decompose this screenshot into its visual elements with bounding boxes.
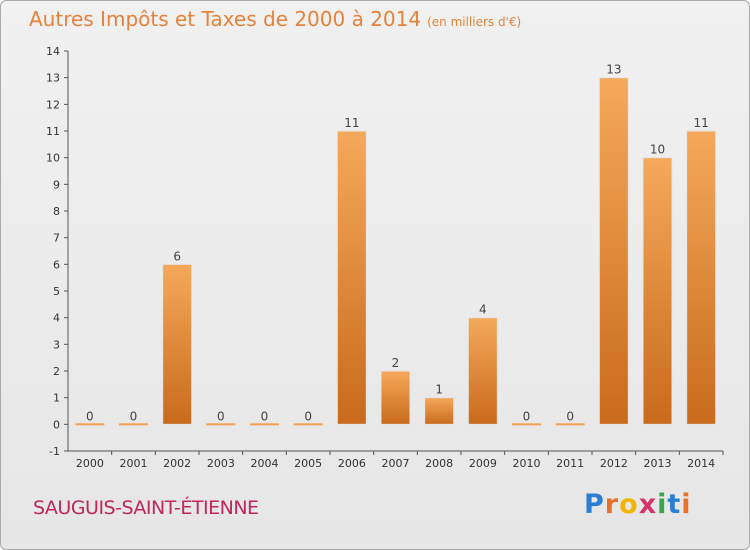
data-label: 1	[435, 383, 443, 397]
bar	[686, 130, 717, 425]
data-label: 0	[217, 409, 225, 423]
y-tick-label: 1	[53, 392, 60, 405]
x-tick-label: 2004	[251, 457, 279, 470]
logo-letter: i	[657, 489, 668, 520]
x-tick-label: 2011	[556, 457, 584, 470]
logo-letter: x	[638, 489, 658, 520]
y-tick-label: 10	[46, 152, 60, 165]
x-tick-label: 2006	[338, 457, 366, 470]
data-label: 10	[650, 143, 665, 157]
y-tick-label: 4	[53, 312, 60, 325]
x-tick-label: 2002	[163, 457, 191, 470]
x-tick-label: 2012	[600, 457, 628, 470]
bar	[555, 423, 585, 426]
data-label: 0	[523, 409, 531, 423]
chart-title: Autres Impôts et Taxes de 2000 à 2014 (en…	[29, 7, 521, 31]
logo-letter: r	[604, 489, 620, 520]
x-tick-label: 2010	[513, 457, 541, 470]
x-tick-label: 2009	[469, 457, 497, 470]
x-tick-label: 2000	[76, 457, 104, 470]
bar	[424, 397, 455, 425]
y-tick-label: 7	[53, 232, 60, 245]
data-label: 11	[344, 116, 359, 130]
y-tick-label: 5	[53, 285, 60, 298]
bar	[380, 370, 411, 425]
x-tick-label: 2007	[382, 457, 410, 470]
bar	[206, 423, 236, 426]
data-label: 0	[304, 409, 312, 423]
logo-letter: o	[619, 489, 639, 520]
data-label: 0	[86, 409, 94, 423]
y-tick-label: 0	[53, 418, 60, 431]
data-label: 2	[392, 356, 400, 370]
bar	[162, 263, 193, 425]
data-label: 4	[479, 303, 487, 317]
x-tick-label: 2001	[120, 457, 148, 470]
commune-name: SAUGUIS-SAINT-ÉTIENNE	[33, 497, 259, 519]
y-tick-label: 12	[46, 98, 60, 111]
bar	[598, 77, 629, 425]
y-tick-label: 2	[53, 365, 60, 378]
bar	[642, 157, 673, 425]
y-tick-label: 11	[46, 125, 60, 138]
bars	[75, 77, 717, 426]
bar	[512, 423, 541, 426]
bar	[467, 317, 498, 425]
bar	[293, 423, 323, 426]
y-tick-label: 8	[53, 205, 60, 218]
unit-label: (en milliers d'€)	[427, 15, 522, 29]
x-tick-label: 2013	[644, 457, 672, 470]
y-tick-label: 13	[46, 72, 60, 85]
bar	[119, 423, 148, 426]
x-tick-label: 2008	[425, 457, 453, 470]
logo-letter: t	[667, 489, 682, 520]
y-tick-label: 14	[46, 45, 60, 58]
data-label: 0	[130, 409, 138, 423]
y-tick-label: -1	[49, 445, 60, 458]
logo-letter: i	[681, 489, 692, 520]
data-label: 6	[173, 249, 181, 263]
y-tick-label: 9	[53, 178, 60, 191]
bar	[336, 130, 367, 425]
data-label: 11	[694, 116, 709, 130]
title-text: Autres Impôts et Taxes de 2000 à 2014	[29, 7, 422, 31]
data-labels: 0 0 6 0 0 0 11 2 1 4 0 0 13 10 11	[86, 63, 709, 424]
data-label: 13	[606, 63, 621, 77]
proxiti-logo: Proxiti	[584, 489, 692, 520]
bar	[75, 423, 105, 426]
bar	[250, 423, 279, 426]
y-tick-label: 6	[53, 258, 60, 271]
logo-letter: P	[584, 489, 605, 520]
x-tick-label: 2014	[687, 457, 715, 470]
data-label: 0	[261, 409, 269, 423]
x-tick-label: 2003	[207, 457, 235, 470]
x-tick-label: 2005	[294, 457, 322, 470]
y-tick-label: 3	[53, 338, 60, 351]
data-label: 0	[566, 409, 574, 423]
